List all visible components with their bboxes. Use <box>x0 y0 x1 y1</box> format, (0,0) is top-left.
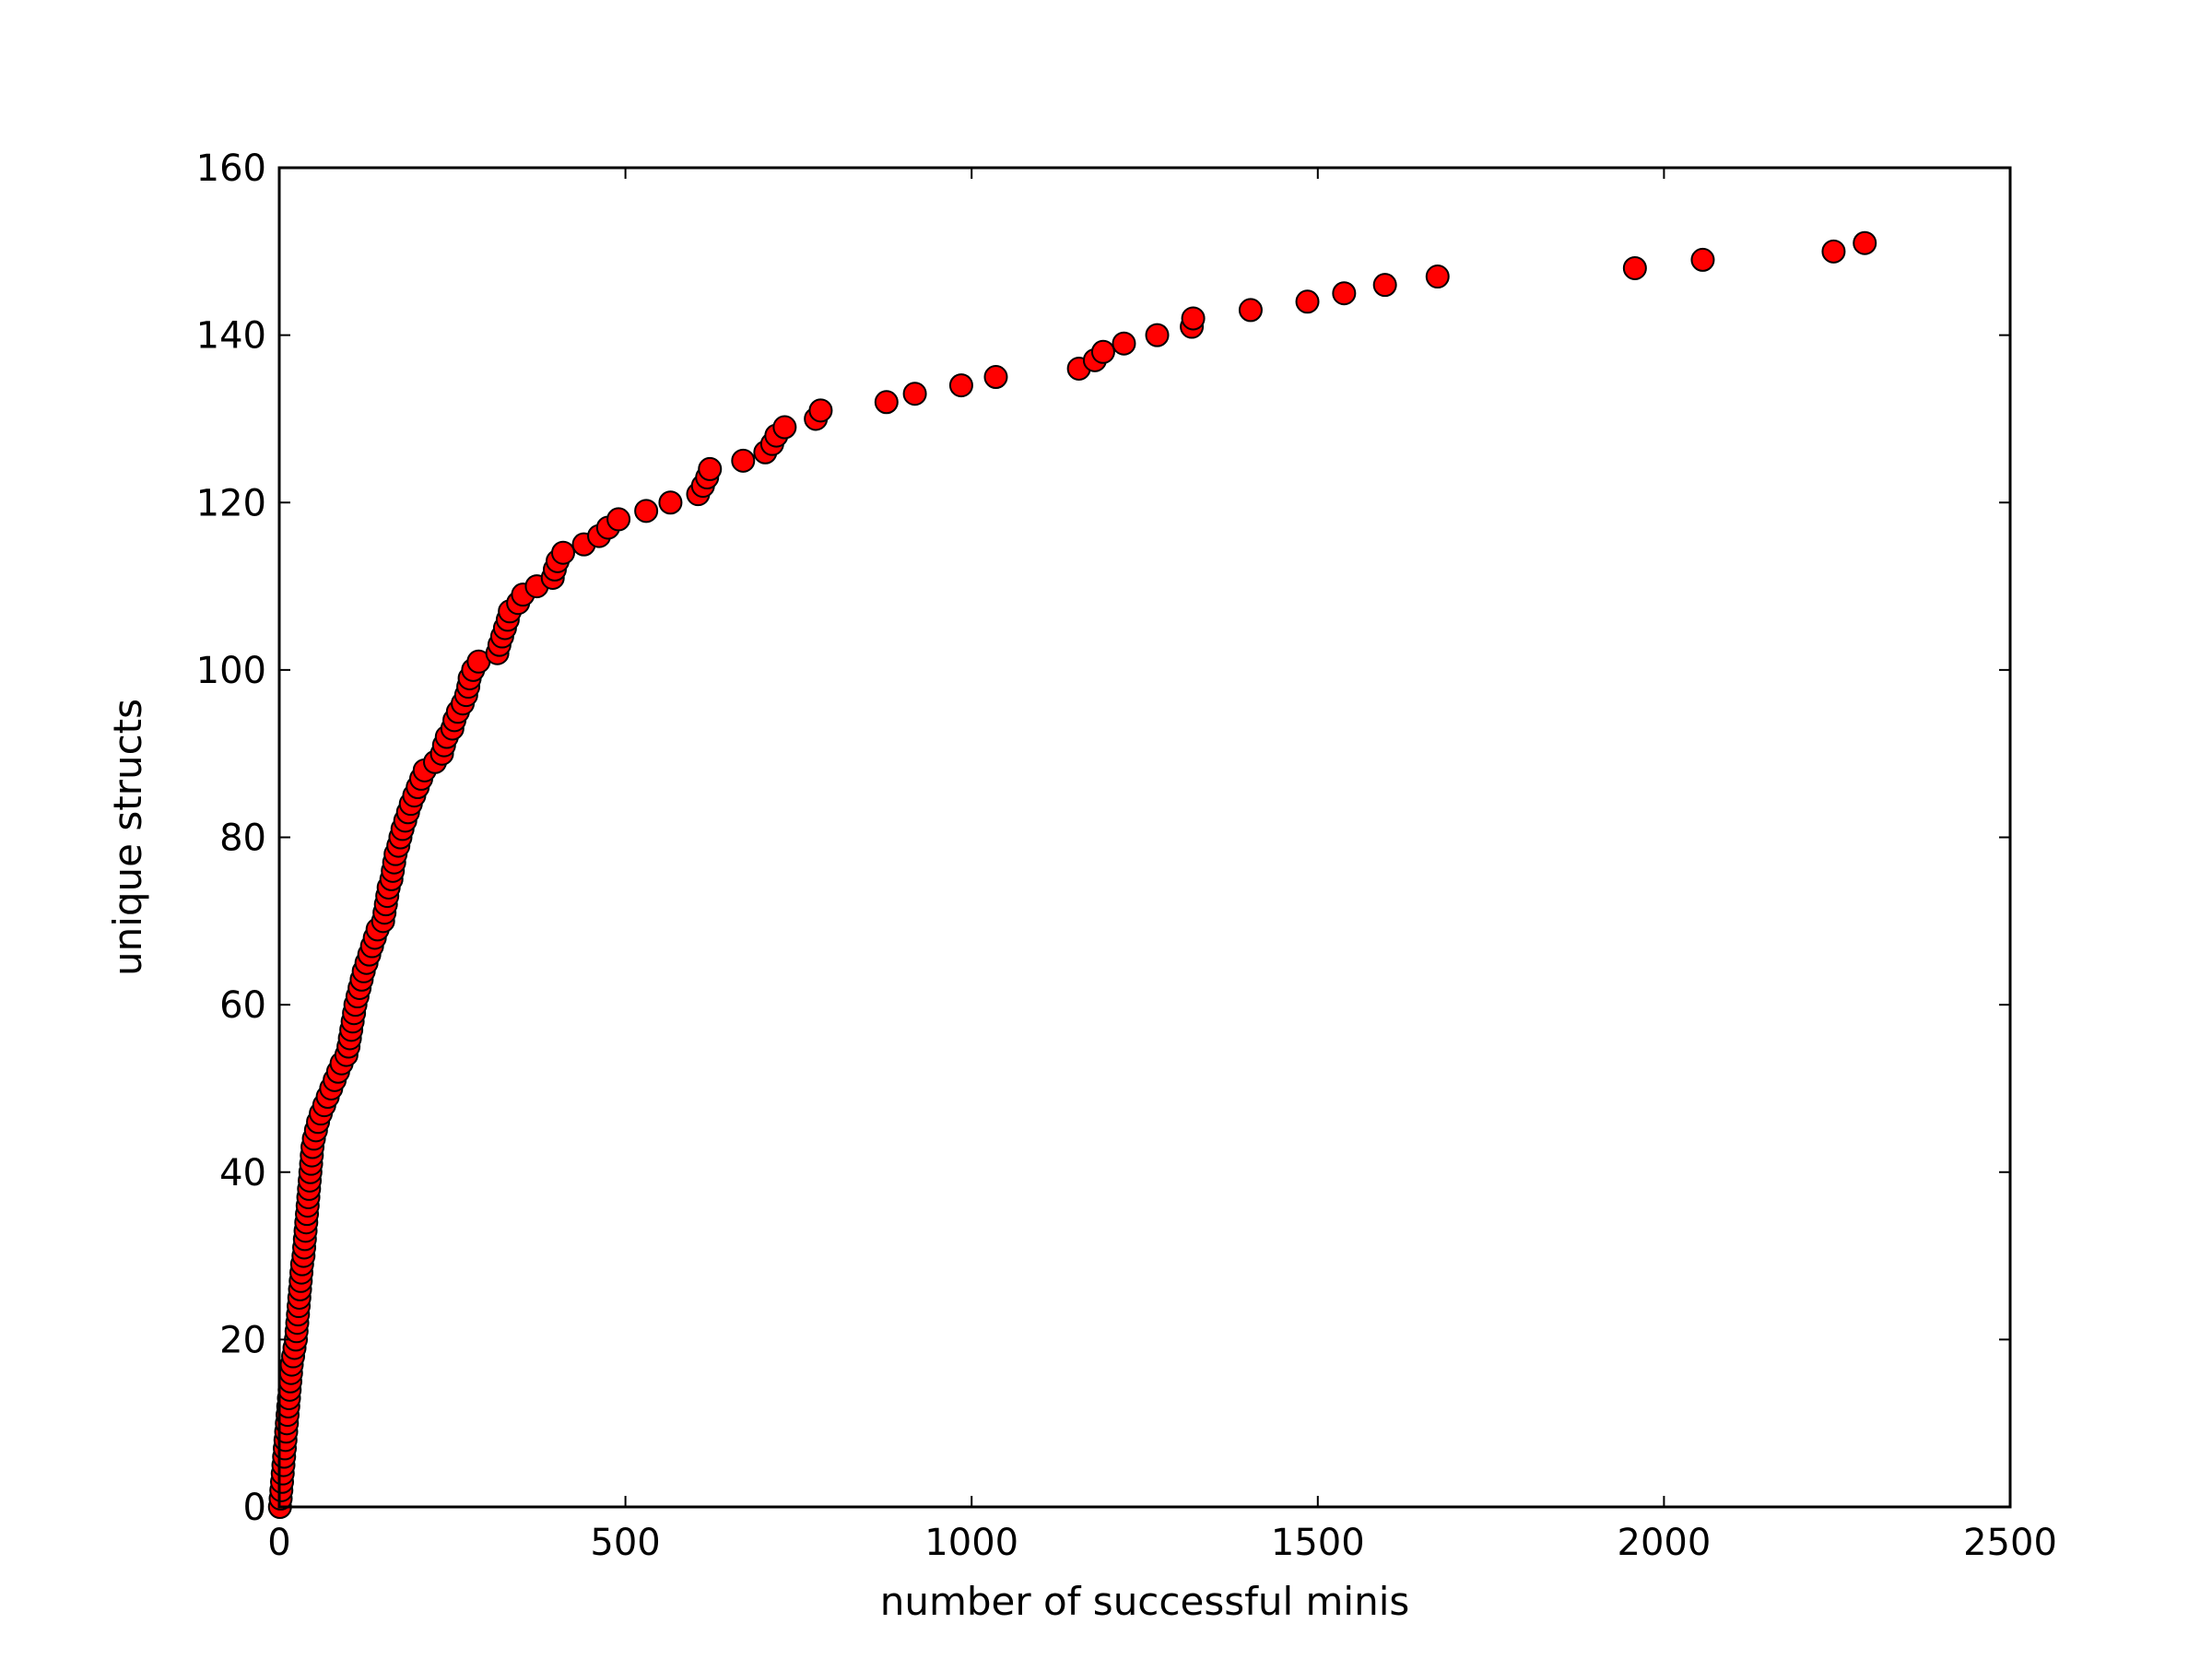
x-tick-label: 2500 <box>1963 1522 2057 1564</box>
data-point <box>634 499 659 524</box>
y-tick-label: 140 <box>196 315 266 358</box>
data-point <box>772 415 797 440</box>
plot-frame <box>277 166 2012 1509</box>
x-tick-label: 2000 <box>1618 1522 1712 1564</box>
data-point <box>550 540 575 565</box>
y-tick-label: 120 <box>196 482 266 524</box>
y-axis-label: unique structs <box>105 699 150 976</box>
data-point <box>731 448 756 473</box>
y-tick-label: 100 <box>196 650 266 692</box>
x-tick-label: 1000 <box>924 1522 1018 1564</box>
data-point <box>1090 339 1115 364</box>
x-tick-label: 0 <box>267 1522 290 1564</box>
data-points <box>267 230 1877 1519</box>
data-point <box>1853 230 1877 255</box>
x-tick-label: 500 <box>590 1522 660 1564</box>
data-point <box>1145 323 1170 347</box>
data-point <box>658 490 683 515</box>
data-point <box>1181 306 1206 331</box>
data-point <box>1372 273 1397 298</box>
data-point <box>808 398 833 423</box>
y-tick-label: 20 <box>219 1319 266 1361</box>
data-point <box>606 507 631 532</box>
axis-ticks <box>278 167 2011 1508</box>
data-point <box>874 390 899 415</box>
data-point <box>1425 265 1450 289</box>
y-tick-label: 40 <box>219 1152 266 1194</box>
data-point <box>1112 331 1136 356</box>
data-point <box>1238 298 1263 323</box>
y-tick-label: 80 <box>219 818 266 860</box>
axis-tick-labels: 0 500 1000 1500 2000 2500 0 20 40 60 80 100 120 140 16… <box>196 147 2057 1564</box>
data-point <box>698 456 723 481</box>
data-point <box>983 365 1008 390</box>
data-point <box>948 373 973 398</box>
y-tick-label: 60 <box>219 984 266 1027</box>
y-tick-label: 160 <box>196 147 266 190</box>
data-point <box>1690 247 1715 272</box>
data-point <box>1821 239 1846 264</box>
x-tick-label: 1500 <box>1271 1522 1365 1564</box>
x-axis-label: number of successful minis <box>880 1579 1410 1624</box>
y-tick-label: 0 <box>243 1487 266 1529</box>
data-point <box>1622 255 1647 280</box>
data-point <box>1295 289 1320 314</box>
data-point <box>902 382 927 406</box>
data-point <box>1332 281 1357 306</box>
